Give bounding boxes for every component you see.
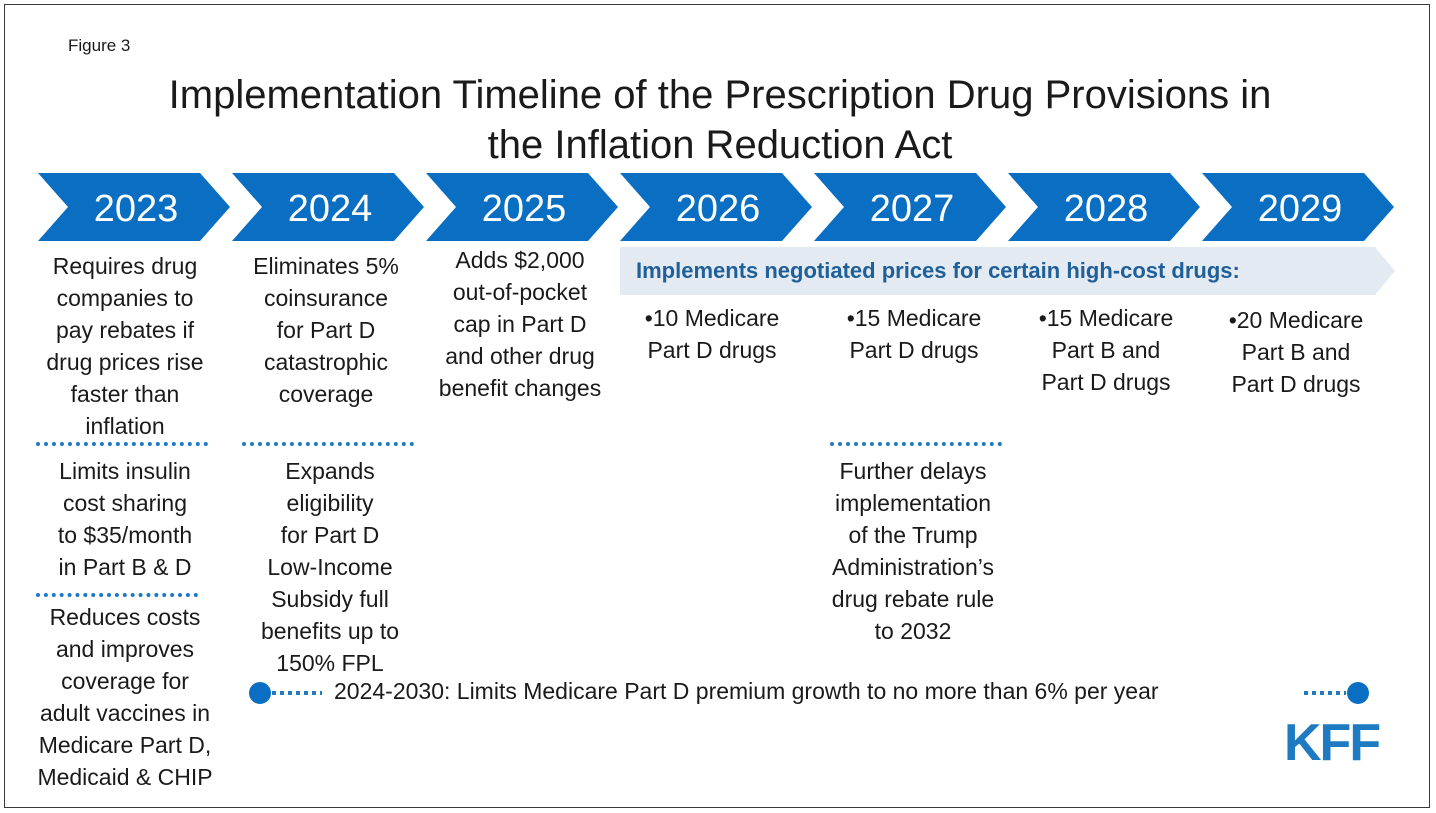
year-label-2023: 2023 bbox=[94, 188, 179, 230]
figure-title: Implementation Timeline of the Prescript… bbox=[40, 70, 1400, 170]
text-line: benefit changes bbox=[438, 375, 602, 401]
text-line: coinsurance bbox=[263, 285, 389, 311]
col-2023-block-3: Reduces costs and improves coverage for … bbox=[14, 601, 236, 793]
text-line: Adds $2,000 bbox=[455, 247, 585, 273]
text-line: benefits up to bbox=[260, 618, 400, 644]
text-line: Part D drugs bbox=[1231, 371, 1361, 397]
text-line: 150% FPL bbox=[276, 650, 384, 676]
col-2023-block-2: Limits insulin cost sharing to $35/month… bbox=[30, 455, 220, 583]
text-line: faster than bbox=[70, 381, 180, 407]
text-line: Expands bbox=[285, 458, 375, 484]
text-line: Requires drug bbox=[52, 253, 198, 279]
title-line-2: the Inflation Reduction Act bbox=[487, 123, 953, 167]
start-dot-icon bbox=[249, 682, 271, 704]
text-line: to 2032 bbox=[874, 618, 952, 644]
year-label-2028: 2028 bbox=[1064, 188, 1149, 230]
text-line: for Part D bbox=[276, 317, 376, 343]
figure-label: Figure 3 bbox=[68, 36, 131, 55]
text-line: Eliminates 5% bbox=[253, 253, 399, 279]
text-line: drug rebate rule bbox=[831, 586, 995, 612]
figure-frame bbox=[4, 4, 1430, 808]
text-line: Part B and bbox=[1051, 337, 1161, 363]
col-2029-block: •20 Medicare Part B and Part D drugs bbox=[1206, 304, 1386, 400]
text-line: Part D drugs bbox=[647, 337, 777, 363]
year-arrow-2027 bbox=[814, 173, 1006, 241]
text-line: coverage bbox=[278, 381, 374, 407]
separator-2023-2 bbox=[36, 593, 198, 597]
text-line: eligibility bbox=[286, 490, 374, 516]
year-arrow-2025 bbox=[426, 173, 618, 241]
text-line: Subsidy full bbox=[271, 586, 389, 612]
col-2024-block-2: Expands eligibility for Part D Low-Incom… bbox=[228, 455, 432, 679]
text-line: and improves bbox=[55, 636, 195, 662]
separator-2027 bbox=[830, 442, 1002, 446]
text-line: •10 Medicare bbox=[644, 305, 780, 331]
text-line: drug prices rise bbox=[46, 349, 204, 375]
text-line: pay rebates if bbox=[55, 317, 195, 343]
col-2023-block-1: Requires drug companies to pay rebates i… bbox=[30, 250, 220, 442]
text-line: Low-Income bbox=[267, 554, 393, 580]
text-line: •15 Medicare bbox=[1038, 305, 1174, 331]
text-line: of the Trump bbox=[848, 522, 978, 548]
year-arrow-2026 bbox=[620, 173, 812, 241]
text-line: Part D drugs bbox=[1041, 369, 1171, 395]
text-line: Medicare Part D, bbox=[38, 732, 212, 758]
text-line: Medicaid & CHIP bbox=[37, 764, 213, 790]
col-2027-block-1: •15 Medicare Part D drugs bbox=[824, 302, 1004, 366]
col-2024-block-1: Eliminates 5% coinsurance for Part D cat… bbox=[228, 250, 424, 410]
text-line: companies to bbox=[56, 285, 194, 311]
premium-growth-text: 2024-2030: Limits Medicare Part D premiu… bbox=[334, 678, 1159, 704]
text-line: cost sharing bbox=[62, 490, 187, 516]
year-label-2026: 2026 bbox=[676, 188, 761, 230]
title-line-1: Implementation Timeline of the Prescript… bbox=[168, 73, 1272, 117]
text-line: inflation bbox=[85, 413, 165, 439]
text-line: in Part B & D bbox=[58, 554, 192, 580]
col-2025-block-1: Adds $2,000 out-of-pocket cap in Part D … bbox=[422, 244, 618, 404]
banner-shape bbox=[620, 247, 1395, 295]
kff-logo: KFF bbox=[1284, 714, 1381, 772]
text-line: Reduces costs bbox=[49, 604, 201, 630]
col-2027-block-2: Further delays implementation of the Tru… bbox=[806, 455, 1020, 647]
col-2028-block: •15 Medicare Part B and Part D drugs bbox=[1016, 302, 1196, 398]
year-label-2027: 2027 bbox=[870, 188, 955, 230]
end-dot-icon bbox=[1347, 682, 1369, 704]
premium-growth-line bbox=[249, 682, 1369, 704]
year-label-2025: 2025 bbox=[482, 188, 567, 230]
text-line: adult vaccines in bbox=[39, 700, 211, 726]
text-line: •20 Medicare bbox=[1228, 307, 1364, 333]
text-line: Limits insulin bbox=[59, 458, 191, 484]
separator-2024 bbox=[242, 442, 414, 446]
text-line: out-of-pocket bbox=[452, 279, 588, 305]
banner-text: Implements negotiated prices for certain… bbox=[636, 258, 1240, 283]
text-line: cap in Part D bbox=[453, 311, 587, 337]
separator-2023-1 bbox=[36, 442, 208, 446]
year-arrow-2029 bbox=[1202, 173, 1394, 241]
text-line: Administration’s bbox=[832, 554, 994, 580]
text-line: to $35/month bbox=[57, 522, 193, 548]
text-line: coverage for bbox=[61, 668, 189, 694]
text-line: implementation bbox=[835, 490, 991, 516]
year-arrow-2028 bbox=[1008, 173, 1200, 241]
text-line: Further delays bbox=[839, 458, 987, 484]
year-arrow-2023 bbox=[38, 173, 230, 241]
text-line: and other drug bbox=[445, 343, 595, 369]
text-line: Part B and bbox=[1241, 339, 1351, 365]
col-2026-block: •10 Medicare Part D drugs bbox=[622, 302, 802, 366]
negotiated-prices-banner bbox=[620, 247, 1395, 295]
text-line: for Part D bbox=[280, 522, 380, 548]
text-line: Part D drugs bbox=[849, 337, 979, 363]
text-line: •15 Medicare bbox=[846, 305, 982, 331]
text-line: catastrophic bbox=[263, 349, 388, 375]
year-label-2024: 2024 bbox=[288, 188, 373, 230]
year-arrow-2024 bbox=[232, 173, 424, 241]
year-label-2029: 2029 bbox=[1258, 188, 1343, 230]
